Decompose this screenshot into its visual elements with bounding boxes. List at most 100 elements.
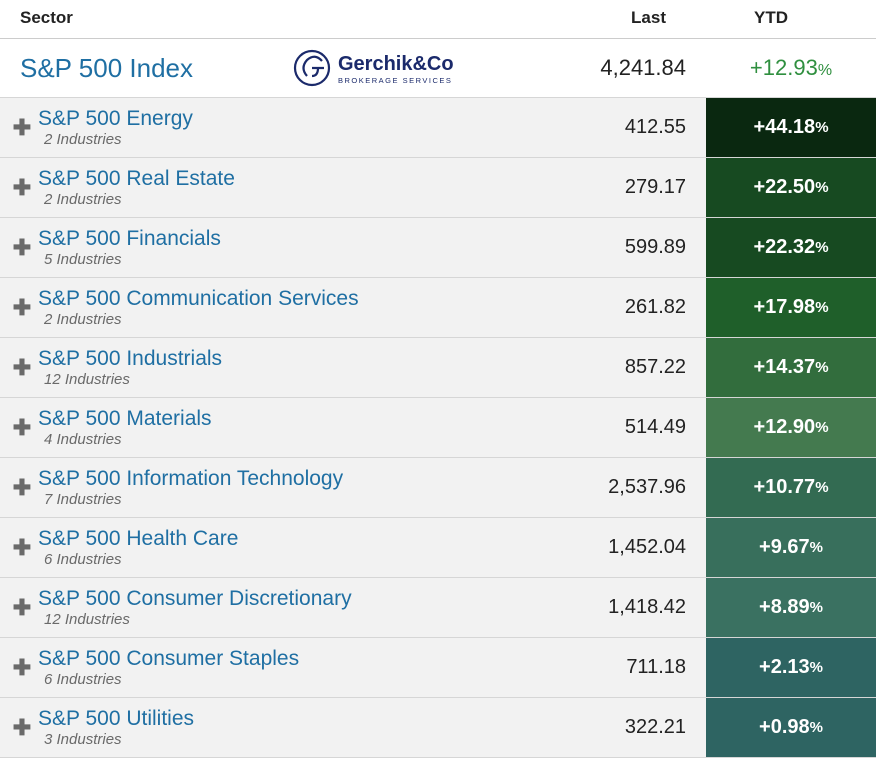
header-sector: Sector xyxy=(20,8,516,28)
sector-name-link[interactable]: S&P 500 Materials xyxy=(38,407,212,431)
percent-sign: % xyxy=(810,659,823,676)
index-name-link[interactable]: S&P 500 Index xyxy=(20,53,290,84)
sector-ytd-cell: +12.90% xyxy=(706,398,876,457)
sector-row: ✚S&P 500 Real Estate2 Industries279.17+2… xyxy=(0,158,876,218)
sector-text: S&P 500 Consumer Discretionary12 Industr… xyxy=(34,587,352,628)
sector-ytd-cell: +17.98% xyxy=(706,278,876,337)
svg-text:BROKERAGE SERVICES: BROKERAGE SERVICES xyxy=(338,76,452,85)
sector-left: ✚S&P 500 Information Technology7 Industr… xyxy=(0,458,536,517)
sector-last-value: 711.18 xyxy=(536,638,706,697)
sector-industries-count: 2 Industries xyxy=(38,131,193,148)
sector-row: ✚S&P 500 Utilities3 Industries322.21+0.9… xyxy=(0,698,876,758)
sector-industries-count: 4 Industries xyxy=(38,431,212,448)
sector-left: ✚S&P 500 Industrials12 Industries xyxy=(0,338,536,397)
sector-ytd-value: +22.32 xyxy=(753,236,815,259)
sector-ytd-cell: +10.77% xyxy=(706,458,876,517)
sector-last-value: 279.17 xyxy=(536,158,706,217)
expand-icon[interactable]: ✚ xyxy=(10,297,34,319)
expand-icon[interactable]: ✚ xyxy=(10,717,34,739)
sector-industries-count: 12 Industries xyxy=(38,371,222,388)
sector-text: S&P 500 Information Technology7 Industri… xyxy=(34,467,343,508)
sector-last-value: 1,418.42 xyxy=(536,578,706,637)
sector-text: S&P 500 Communication Services2 Industri… xyxy=(34,287,359,328)
index-ytd-number: +12.93 xyxy=(750,55,818,80)
index-row: S&P 500 Index Gerchik&Co BROKERAGE SERVI… xyxy=(0,39,876,98)
broker-logo: Gerchik&Co BROKERAGE SERVICES xyxy=(290,46,536,90)
index-ytd-value: +12.93% xyxy=(706,55,876,81)
sector-industries-count: 12 Industries xyxy=(38,611,352,628)
expand-icon[interactable]: ✚ xyxy=(10,117,34,139)
expand-icon[interactable]: ✚ xyxy=(10,357,34,379)
sector-name-link[interactable]: S&P 500 Consumer Staples xyxy=(38,647,299,671)
sector-ytd-value: +22.50 xyxy=(753,176,815,199)
sector-text: S&P 500 Materials4 Industries xyxy=(34,407,212,448)
sector-industries-count: 5 Industries xyxy=(38,251,221,268)
svg-text:Gerchik&Co: Gerchik&Co xyxy=(338,53,454,75)
percent-sign: % xyxy=(815,239,828,256)
percent-sign: % xyxy=(815,299,828,316)
sector-text: S&P 500 Health Care6 Industries xyxy=(34,527,238,568)
sector-row: ✚S&P 500 Health Care6 Industries1,452.04… xyxy=(0,518,876,578)
sector-name-link[interactable]: S&P 500 Industrials xyxy=(38,347,222,371)
sector-left: ✚S&P 500 Communication Services2 Industr… xyxy=(0,278,536,337)
sector-name-link[interactable]: S&P 500 Information Technology xyxy=(38,467,343,491)
sector-industries-count: 2 Industries xyxy=(38,311,359,328)
sector-last-value: 1,452.04 xyxy=(536,518,706,577)
percent-sign: % xyxy=(818,62,832,79)
sector-name-link[interactable]: S&P 500 Communication Services xyxy=(38,287,359,311)
percent-sign: % xyxy=(815,479,828,496)
sector-ytd-cell: +44.18% xyxy=(706,98,876,157)
sector-industries-count: 6 Industries xyxy=(38,551,238,568)
percent-sign: % xyxy=(815,359,828,376)
sector-row: ✚S&P 500 Energy2 Industries412.55+44.18% xyxy=(0,98,876,158)
sector-left: ✚S&P 500 Consumer Discretionary12 Indust… xyxy=(0,578,536,637)
expand-icon[interactable]: ✚ xyxy=(10,417,34,439)
sector-ytd-cell: +9.67% xyxy=(706,518,876,577)
sector-left: ✚S&P 500 Financials5 Industries xyxy=(0,218,536,277)
sector-text: S&P 500 Industrials12 Industries xyxy=(34,347,222,388)
sector-name-link[interactable]: S&P 500 Financials xyxy=(38,227,221,251)
expand-icon[interactable]: ✚ xyxy=(10,477,34,499)
expand-icon[interactable]: ✚ xyxy=(10,537,34,559)
sector-row: ✚S&P 500 Consumer Discretionary12 Indust… xyxy=(0,578,876,638)
sector-name-link[interactable]: S&P 500 Health Care xyxy=(38,527,238,551)
expand-icon[interactable]: ✚ xyxy=(10,657,34,679)
sector-text: S&P 500 Real Estate2 Industries xyxy=(34,167,235,208)
sector-name-link[interactable]: S&P 500 Utilities xyxy=(38,707,194,731)
expand-icon[interactable]: ✚ xyxy=(10,237,34,259)
sector-ytd-value: +9.67 xyxy=(759,536,810,559)
sector-ytd-value: +17.98 xyxy=(753,296,815,319)
header-ytd: YTD xyxy=(686,8,856,28)
sector-left: ✚S&P 500 Energy2 Industries xyxy=(0,98,536,157)
sector-row: ✚S&P 500 Materials4 Industries514.49+12.… xyxy=(0,398,876,458)
sector-left: ✚S&P 500 Materials4 Industries xyxy=(0,398,536,457)
sector-last-value: 514.49 xyxy=(536,398,706,457)
sector-name-link[interactable]: S&P 500 Consumer Discretionary xyxy=(38,587,352,611)
sector-left: ✚S&P 500 Utilities3 Industries xyxy=(0,698,536,757)
sector-industries-count: 7 Industries xyxy=(38,491,343,508)
sector-left: ✚S&P 500 Consumer Staples6 Industries xyxy=(0,638,536,697)
sector-ytd-cell: +22.50% xyxy=(706,158,876,217)
table-header: Sector Last YTD xyxy=(0,0,876,39)
sector-row: ✚S&P 500 Communication Services2 Industr… xyxy=(0,278,876,338)
percent-sign: % xyxy=(810,539,823,556)
sector-name-link[interactable]: S&P 500 Real Estate xyxy=(38,167,235,191)
sector-name-link[interactable]: S&P 500 Energy xyxy=(38,107,193,131)
sector-left: ✚S&P 500 Health Care6 Industries xyxy=(0,518,536,577)
sector-row: ✚S&P 500 Industrials12 Industries857.22+… xyxy=(0,338,876,398)
sector-ytd-value: +8.89 xyxy=(759,596,810,619)
sector-ytd-cell: +8.89% xyxy=(706,578,876,637)
sector-ytd-cell: +0.98% xyxy=(706,698,876,757)
percent-sign: % xyxy=(815,119,828,136)
sector-row: ✚S&P 500 Information Technology7 Industr… xyxy=(0,458,876,518)
sector-last-value: 599.89 xyxy=(536,218,706,277)
sector-last-value: 261.82 xyxy=(536,278,706,337)
expand-icon[interactable]: ✚ xyxy=(10,177,34,199)
sector-ytd-cell: +14.37% xyxy=(706,338,876,397)
sector-text: S&P 500 Consumer Staples6 Industries xyxy=(34,647,299,688)
sector-ytd-value: +0.98 xyxy=(759,716,810,739)
sector-ytd-value: +44.18 xyxy=(753,116,815,139)
expand-icon[interactable]: ✚ xyxy=(10,597,34,619)
sector-ytd-value: +14.37 xyxy=(753,356,815,379)
sector-ytd-value: +10.77 xyxy=(753,476,815,499)
